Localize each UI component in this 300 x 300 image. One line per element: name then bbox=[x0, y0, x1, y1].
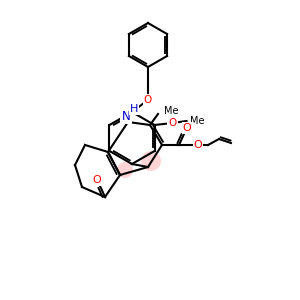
Circle shape bbox=[117, 162, 133, 178]
Text: O: O bbox=[168, 118, 177, 128]
Text: O: O bbox=[144, 95, 152, 105]
Text: O: O bbox=[93, 175, 101, 185]
Text: H: H bbox=[130, 104, 138, 114]
Text: O: O bbox=[183, 123, 191, 133]
Text: N: N bbox=[122, 110, 130, 122]
Text: Me: Me bbox=[164, 106, 178, 116]
Text: O: O bbox=[194, 140, 202, 150]
Text: Me: Me bbox=[190, 116, 204, 126]
Circle shape bbox=[141, 151, 161, 171]
